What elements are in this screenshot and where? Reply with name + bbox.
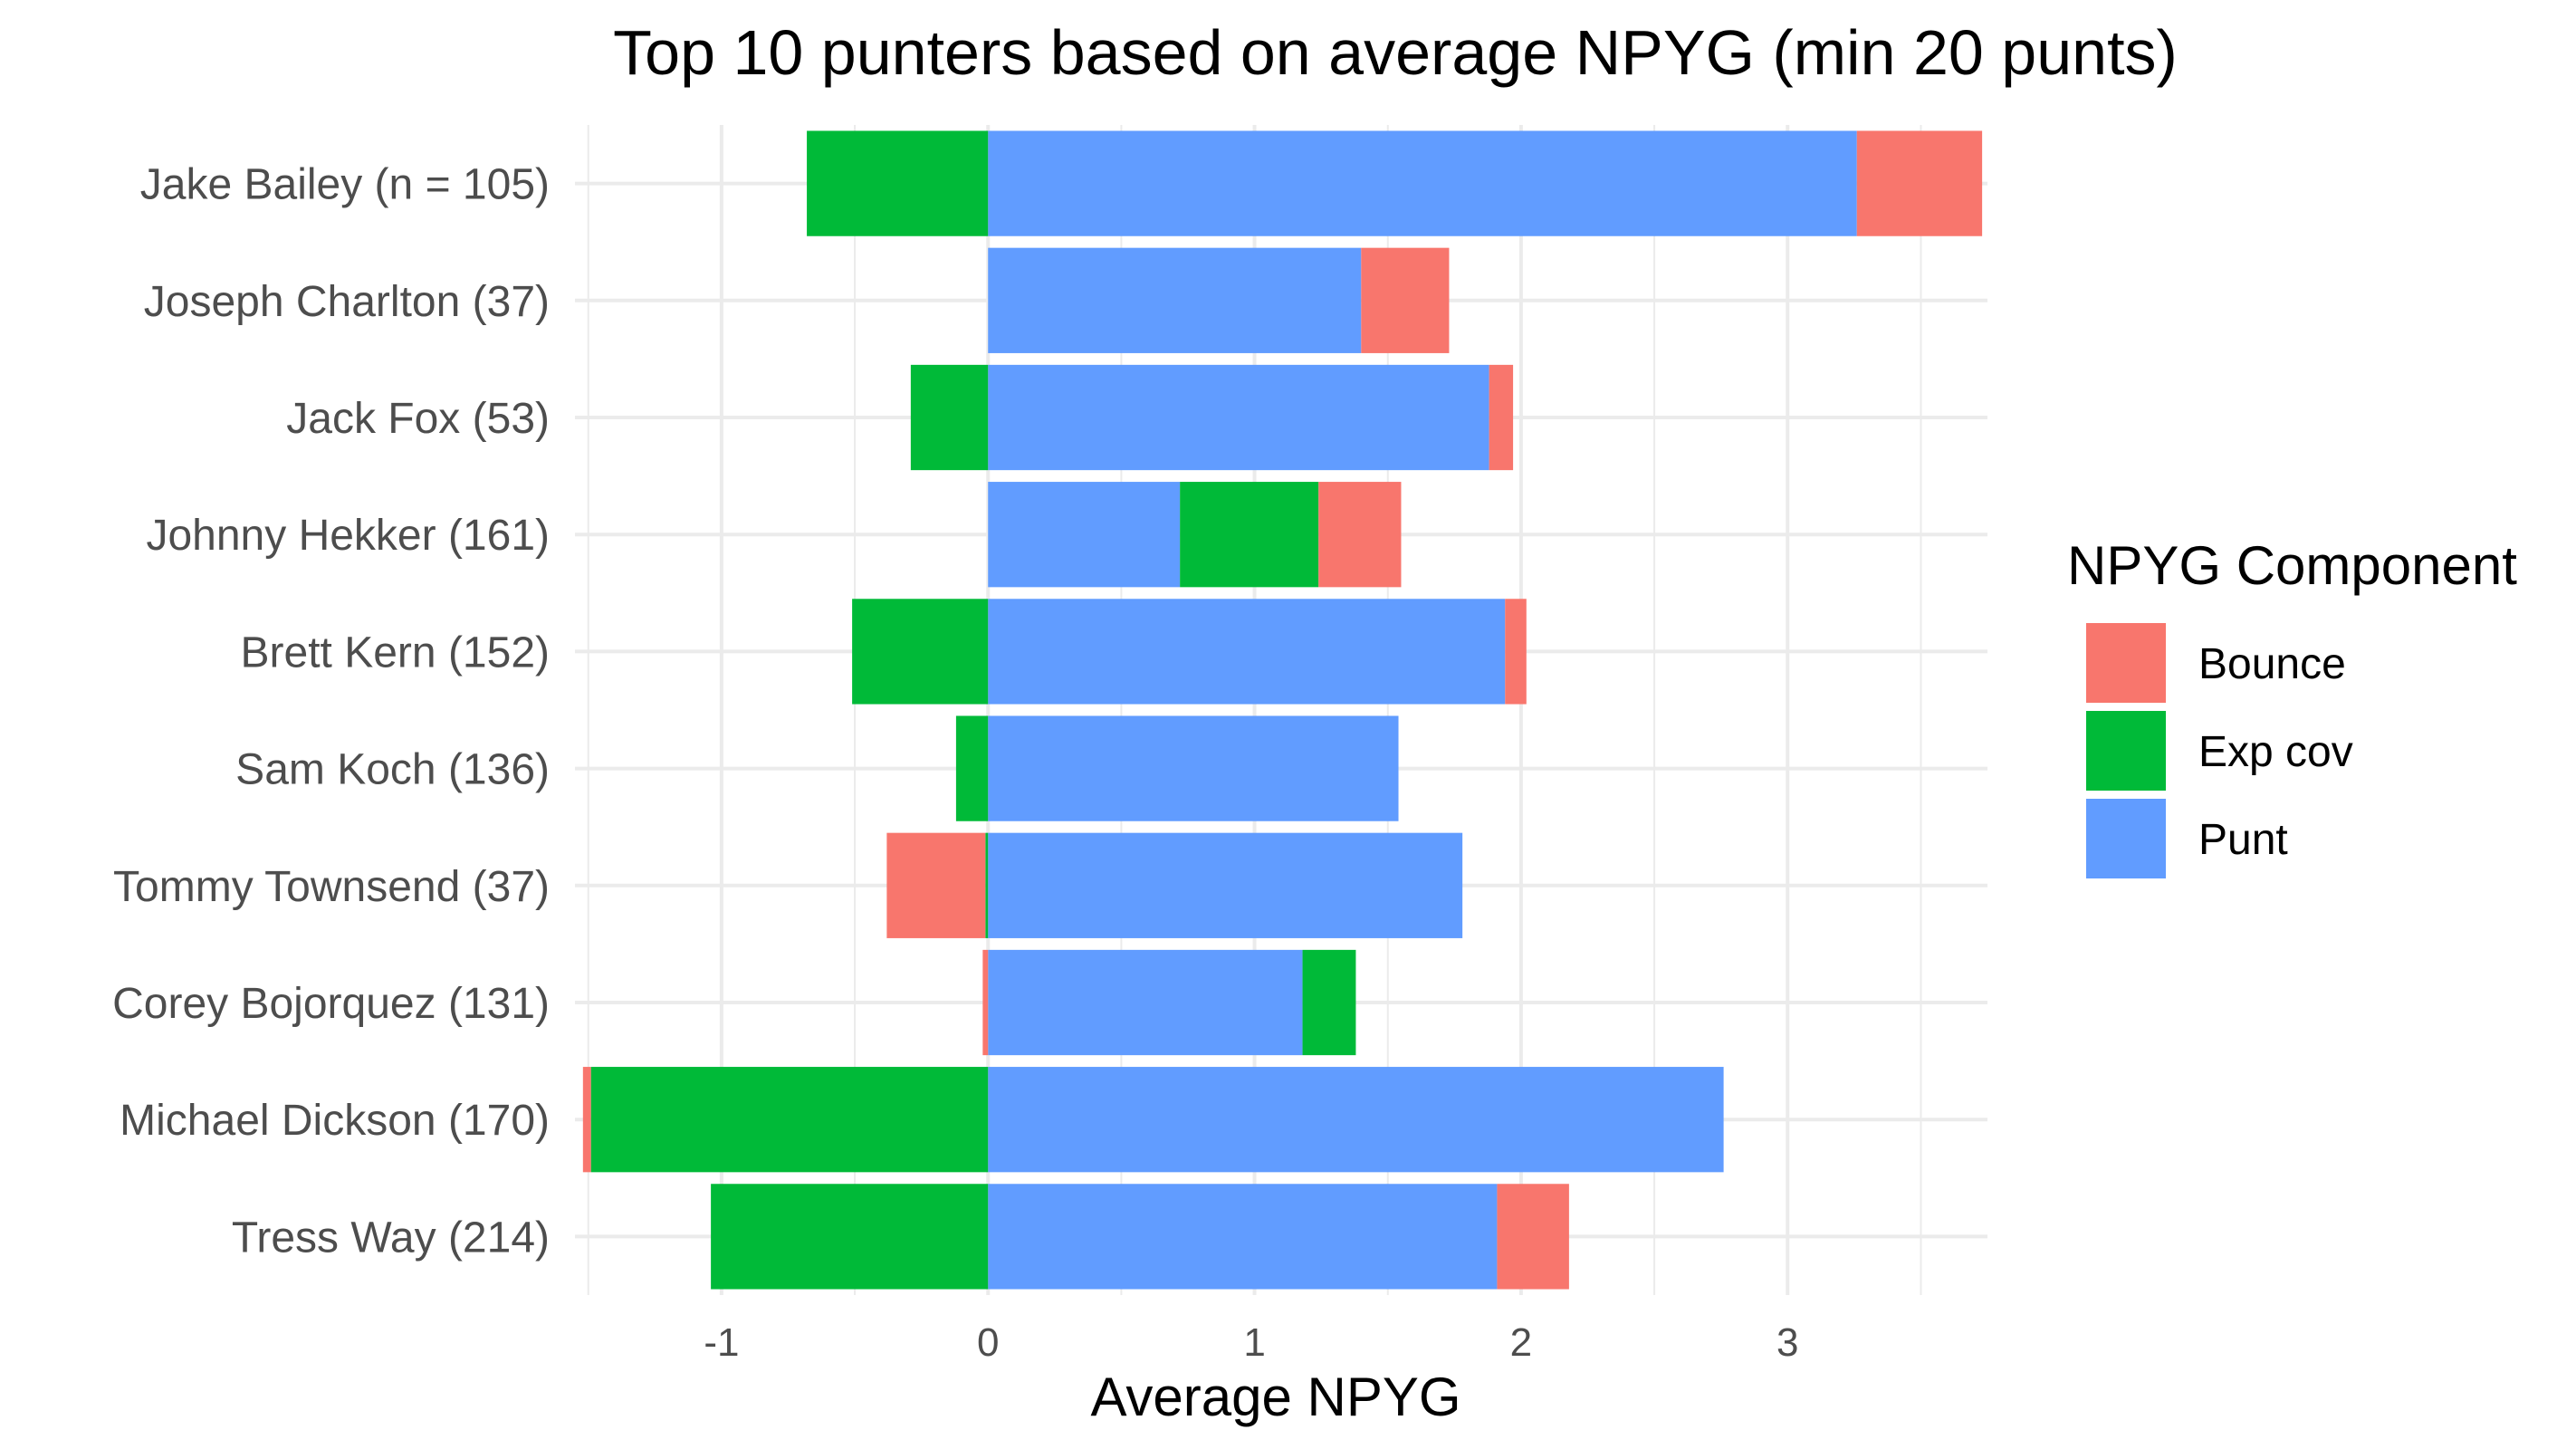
legend-swatch-bounce [2086,623,2166,703]
bar-exp-cov [590,1067,989,1173]
x-axis-title: Average NPYG [1090,1367,1460,1427]
legend-swatch-punt [2086,799,2166,878]
x-tick-label: 2 [1510,1320,1532,1365]
bar-exp-cov [711,1184,989,1290]
bar-bounce [1318,482,1402,588]
bar-exp-cov [807,130,989,236]
bar-punt [988,482,1181,588]
x-tick-label: 1 [1243,1320,1265,1365]
legend-label: Bounce [2198,640,2346,688]
y-tick-label: Jake Bailey (n = 105) [140,161,550,209]
y-tick-label: Michael Dickson (170) [120,1097,550,1145]
y-tick-label: Tress Way (214) [232,1214,550,1262]
bar-punt [988,715,1399,821]
bar-bounce [1505,599,1527,705]
bar-bounce [982,949,989,1056]
x-axis-ticks: -1 0 1 2 3 [704,1320,1798,1365]
chart-title: Top 10 punters based on average NPYG (mi… [613,17,2178,88]
x-tick-label: 3 [1776,1320,1798,1365]
bar-punt [988,364,1489,471]
legend-label: Exp cov [2198,728,2353,776]
y-tick-label: Tommy Townsend (37) [113,863,550,911]
x-tick-label: -1 [704,1320,739,1365]
y-axis-labels: Jake Bailey (n = 105) Joseph Charlton (37… [112,161,550,1262]
bar-exp-cov [1180,482,1319,588]
bar-bounce [886,832,986,938]
bar-exp-cov [852,599,989,705]
x-tick-label: 0 [977,1320,999,1365]
legend-title: NPYG Component [2067,535,2517,596]
bar-exp-cov [910,364,989,471]
legend: NPYG Component Bounce Exp cov Punt [2067,535,2517,878]
bar-punt [988,832,1463,938]
bar-punt [988,1067,1724,1173]
y-tick-label: Sam Koch (136) [235,746,550,794]
bar-punt [988,949,1303,1056]
y-tick-label: Brett Kern (152) [241,629,550,677]
y-tick-label: Johnny Hekker (161) [146,512,550,560]
bar-exp-cov [1302,949,1356,1056]
y-tick-label: Joseph Charlton (37) [144,278,550,326]
bar-punt [988,130,1857,236]
bar-bounce [582,1067,591,1173]
y-tick-label: Corey Bojorquez (131) [112,980,550,1028]
bar-exp-cov [985,832,989,938]
bar-punt [988,247,1362,353]
legend-label: Punt [2198,816,2288,864]
bar-punt [988,1184,1498,1290]
bar-bounce [1497,1184,1569,1290]
legend-swatch-exp-cov [2086,711,2166,791]
bar-bounce [1361,247,1450,353]
bar-exp-cov [955,715,989,821]
y-tick-label: Jack Fox (53) [286,395,550,443]
bar-punt [988,599,1506,705]
bars [582,130,1983,1290]
bar-bounce [1489,364,1514,471]
bar-bounce [1856,130,1983,236]
